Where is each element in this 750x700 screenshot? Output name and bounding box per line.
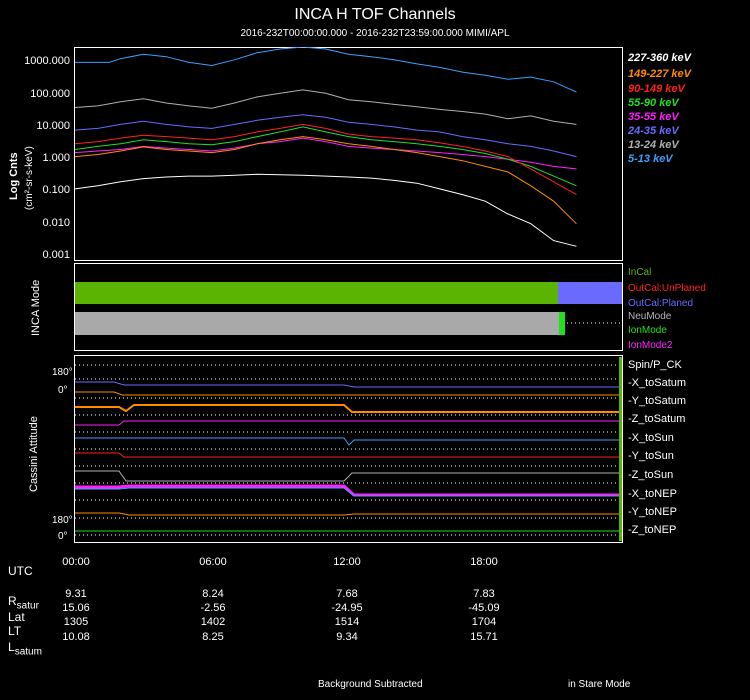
series-line-55-90-keV (74, 126, 577, 187)
y-tick-label: 0.010 (42, 217, 70, 229)
eph-value: 15.71 (470, 631, 498, 643)
attitude-label: -X_toSatum (628, 377, 687, 389)
mode-panel (74, 263, 623, 351)
y-tick-label: 1.000 (42, 152, 70, 164)
eph-value: 9.34 (336, 631, 358, 643)
eph-value: 1305 (63, 616, 89, 628)
attitude-label: -Z_toSatum (628, 413, 686, 425)
eph-row-label: Lsatum (8, 640, 42, 658)
attitude-tick-top0: 0° (58, 385, 68, 396)
mode-label: IonMode (628, 325, 667, 336)
y-tick-label: 0.001 (42, 249, 70, 261)
series-line-13-24-keV (74, 89, 577, 125)
outcal-planed-bar (558, 282, 622, 304)
eph-value: 8.24 (202, 588, 224, 600)
attitude-tick-bottom0: 0° (58, 531, 68, 542)
attitude-tick-top: 180° (52, 367, 73, 378)
eph-value: 1514 (334, 616, 360, 628)
series-line-90-149-keV (74, 123, 577, 196)
mode-label: IonMode2 (628, 340, 673, 351)
attitude-label: -X_toSun (628, 432, 674, 444)
mode-label: OutCal:UnPlaned (628, 283, 706, 294)
x-tick-label: 00:00 (62, 556, 90, 568)
attitude-ylabel: Cassini Attitude (28, 416, 40, 492)
legend-item: 55-90 keV (628, 97, 679, 109)
footer-right: in Stare Mode (568, 679, 631, 690)
legend-item: 35-55 keV (628, 111, 679, 123)
mode-label: NeuMode (628, 311, 672, 322)
legend-item: 5-13 keV (628, 153, 673, 165)
mode-label: InCal (628, 267, 652, 278)
series-line-24-35-keV (74, 114, 577, 158)
eph-value: 9.31 (65, 588, 87, 600)
attitude-label: -Y_toSun (628, 450, 674, 462)
y-tick-label: 0.100 (42, 184, 70, 196)
legend-item: 227-360 keV (628, 52, 691, 64)
neumode-bar (75, 312, 559, 335)
attitude-label: -Z_toNEP (628, 524, 677, 536)
series-line-149-227-keV (74, 136, 577, 225)
attitude-label: -X_toNEP (628, 488, 677, 500)
x-tick-label: 12:00 (333, 556, 361, 568)
y-tick-label: 1000.000 (24, 55, 70, 67)
incal-bar (75, 282, 558, 304)
eph-value: -2.56 (200, 602, 226, 614)
legend-item: 149-227 keV (628, 68, 691, 80)
utc-label: UTC (8, 564, 33, 578)
ionmode-bar (559, 312, 565, 335)
eph-value: 1704 (471, 616, 497, 628)
eph-value: 1402 (200, 616, 226, 628)
mode-label: OutCal:Planed (628, 298, 694, 309)
eph-value: 7.83 (473, 588, 495, 600)
series-line-35-55-keV (74, 137, 577, 170)
x-tick-label: 18:00 (470, 556, 498, 568)
flux-panel (74, 47, 623, 261)
legend-item: 13-24 keV (628, 139, 679, 151)
legend-item: 24-35 keV (628, 125, 679, 137)
eph-value: 8.25 (202, 631, 224, 643)
series-line-227-360-keV (74, 173, 577, 247)
eph-value: -24.95 (331, 602, 363, 614)
eph-value: 15.06 (62, 602, 90, 614)
attitude-edge-tab (619, 357, 622, 541)
footer-left: Background Subtracted (318, 679, 423, 690)
eph-row-label: Rsatur (8, 594, 39, 612)
eph-row-label: LT (8, 624, 22, 638)
chart-title: INCA H TOF Channels (294, 6, 456, 23)
attitude-label: -Z_toSun (628, 469, 674, 481)
eph-row-label: Lat (8, 610, 25, 624)
attitude-tick-bottom: 180° (52, 515, 73, 526)
series-line-5-13-keV (75, 47, 577, 93)
eph-value: 7.68 (336, 588, 358, 600)
eph-value: -45.09 (468, 602, 500, 614)
chart-subtitle: 2016-232T00:00:00.000 - 2016-232T23:59:0… (240, 28, 510, 39)
x-tick-label: 06:00 (199, 556, 227, 568)
y-tick-label: 100.000 (30, 88, 70, 100)
attitude-label: Spin/P_CK (628, 359, 682, 371)
y-tick-label: 10.000 (36, 120, 70, 132)
mode-ylabel: INCA Mode (30, 279, 42, 336)
attitude-label: -Y_toSatum (628, 395, 687, 407)
eph-value: 10.08 (62, 631, 90, 643)
attitude-panel (74, 355, 623, 543)
attitude-label: -Y_toNEP (628, 506, 677, 518)
legend-item: 90-149 keV (628, 83, 685, 95)
